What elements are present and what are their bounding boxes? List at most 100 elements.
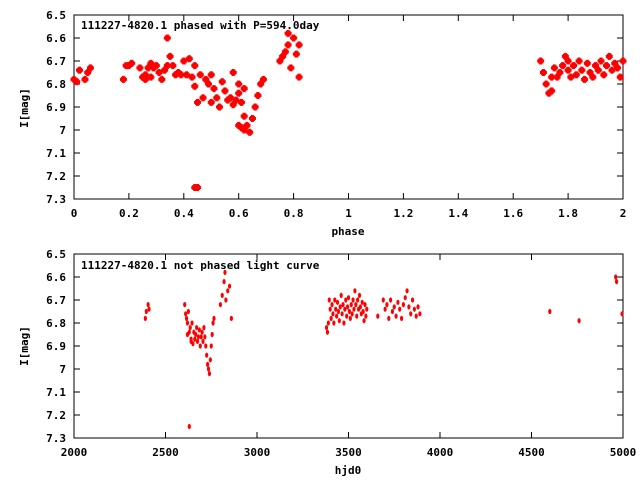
- y-tick-label: 7.1: [46, 147, 66, 160]
- data-point: [139, 73, 147, 81]
- x-tick-label: 1.4: [448, 207, 468, 220]
- data-point: [383, 306, 387, 312]
- data-point: [409, 311, 413, 317]
- data-point: [330, 302, 334, 308]
- data-point: [194, 331, 198, 338]
- data-point: [243, 121, 251, 129]
- data-point: [218, 78, 226, 86]
- data-point: [345, 304, 350, 310]
- data-point: [198, 343, 202, 349]
- data-point: [340, 311, 344, 317]
- data-point: [567, 73, 575, 81]
- tick-marks: [73, 253, 624, 439]
- data-point: [125, 62, 133, 70]
- data-point: [196, 71, 204, 79]
- data-point: [396, 299, 400, 305]
- data-point: [564, 57, 572, 65]
- data-point: [213, 94, 221, 102]
- data-point: [174, 69, 182, 76]
- data-point: [350, 311, 354, 317]
- data-point: [141, 71, 149, 79]
- data-point: [229, 69, 237, 76]
- data-point: [346, 295, 351, 301]
- data-point: [218, 302, 222, 308]
- data-point: [324, 325, 329, 331]
- data-point: [390, 308, 395, 315]
- data-point: [229, 101, 237, 109]
- data-point: [592, 62, 600, 70]
- data-point: [295, 41, 303, 49]
- data-point: [279, 52, 287, 60]
- data-point: [338, 304, 342, 310]
- chart-title: 111227-4820.1 phased with P=594.0day: [81, 19, 320, 32]
- data-point: [287, 64, 295, 72]
- data-point: [240, 126, 248, 134]
- data-point: [548, 87, 556, 95]
- x-tick-label: 1.8: [558, 207, 578, 220]
- x-tick-label: 0: [71, 207, 78, 220]
- data-point: [235, 89, 243, 97]
- data-point: [81, 75, 89, 83]
- data-point: [603, 62, 611, 70]
- data-point: [556, 69, 564, 76]
- data-point: [594, 66, 602, 74]
- data-points: [70, 29, 627, 191]
- data-point: [281, 48, 289, 56]
- data-point: [388, 297, 393, 303]
- data-point: [150, 64, 158, 72]
- data-point: [337, 318, 341, 324]
- data-point: [191, 82, 199, 90]
- x-tick-label: 0.2: [119, 207, 139, 220]
- data-point: [237, 98, 245, 106]
- data-point: [128, 59, 136, 67]
- data-point: [207, 98, 215, 106]
- data-point: [339, 292, 343, 298]
- data-point: [73, 78, 81, 86]
- panel-phased: 6.5 6.6 6.7 6.8 6.9 7 7.1 7.2 7.3 0 0.2 0.4 0.6 0.8 1…: [18, 9, 627, 238]
- data-point: [194, 184, 202, 191]
- data-point: [353, 288, 357, 294]
- data-point: [559, 62, 567, 70]
- data-point: [180, 57, 188, 65]
- data-point: [341, 302, 345, 308]
- data-point: [376, 313, 380, 319]
- data-point: [251, 103, 259, 111]
- data-point: [232, 96, 240, 104]
- data-point: [144, 308, 148, 315]
- data-point: [161, 66, 169, 74]
- data-point: [259, 75, 267, 83]
- data-point: [351, 297, 355, 303]
- data-point: [188, 73, 196, 81]
- data-point: [399, 315, 404, 321]
- data-point: [207, 71, 215, 79]
- data-point: [196, 334, 201, 340]
- data-point: [614, 279, 619, 285]
- data-point: [416, 304, 420, 310]
- x-tick-label: 1: [345, 207, 352, 220]
- data-point: [185, 55, 193, 63]
- data-points: [143, 269, 624, 430]
- data-point: [611, 59, 619, 67]
- data-point: [197, 327, 201, 333]
- data-point: [205, 361, 210, 367]
- data-point: [235, 121, 243, 129]
- data-point: [365, 306, 369, 312]
- data-point: [240, 112, 248, 120]
- data-point: [136, 64, 144, 72]
- data-point: [75, 66, 83, 74]
- data-point: [146, 302, 150, 308]
- data-point: [223, 269, 227, 275]
- data-point: [158, 75, 166, 83]
- data-point: [412, 306, 416, 312]
- x-tick-label: 2: [620, 207, 627, 220]
- data-point: [347, 308, 352, 315]
- data-point: [325, 329, 330, 335]
- data-point: [210, 85, 218, 93]
- data-point: [357, 292, 362, 298]
- data-point: [358, 304, 362, 310]
- data-point: [608, 66, 616, 74]
- data-point: [349, 302, 353, 308]
- data-point: [392, 304, 396, 310]
- data-point: [381, 297, 385, 303]
